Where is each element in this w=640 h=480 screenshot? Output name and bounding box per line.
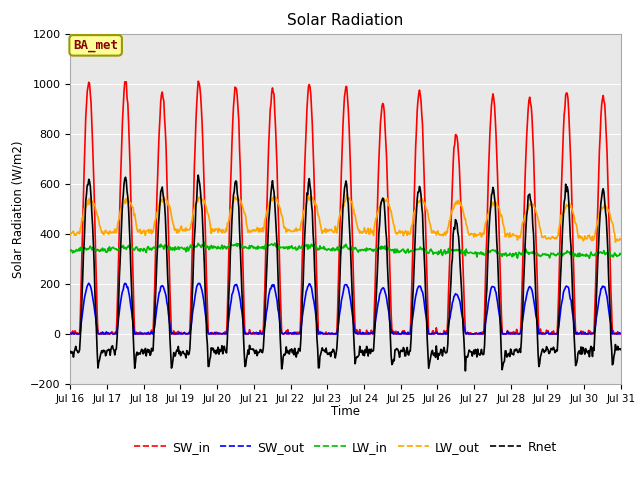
Line: LW_out: LW_out	[70, 194, 621, 242]
LW_out	[612, 239, 620, 245]
SW_out	[191, 298, 198, 303]
Rnet	[189, 278, 196, 284]
SW_out	[85, 280, 93, 286]
SW_out	[67, 331, 75, 337]
Y-axis label: Solar Radiation (W/m2): Solar Radiation (W/m2)	[12, 140, 24, 277]
Line: LW_in: LW_in	[70, 242, 621, 258]
LW_in	[200, 240, 208, 245]
Title: Solar Radiation: Solar Radiation	[287, 13, 404, 28]
LW_out	[77, 226, 84, 231]
X-axis label: Time: Time	[331, 405, 360, 418]
Rnet	[133, 349, 141, 355]
LW_out	[218, 230, 226, 236]
SW_out	[220, 330, 227, 336]
SW_out	[77, 321, 85, 327]
Rnet	[67, 348, 74, 354]
Rnet	[429, 352, 437, 358]
Line: SW_in: SW_in	[70, 81, 621, 334]
Line: Rnet: Rnet	[70, 175, 621, 371]
SW_in	[190, 191, 198, 197]
LW_in	[586, 255, 593, 261]
LW_out	[429, 228, 437, 234]
SW_in	[414, 98, 422, 104]
LW_in	[413, 246, 421, 252]
SW_in	[67, 330, 74, 336]
LW_out	[133, 226, 141, 232]
SW_in	[195, 78, 202, 84]
SW_in	[77, 285, 85, 290]
SW_in	[220, 330, 227, 336]
Line: SW_out: SW_out	[70, 283, 621, 334]
LW_out	[67, 232, 74, 238]
LW_in	[77, 244, 84, 250]
Rnet	[413, 196, 421, 202]
Rnet	[195, 172, 202, 178]
LW_out	[413, 202, 421, 208]
SW_in	[430, 331, 438, 337]
Rnet	[77, 334, 84, 340]
LW_in	[189, 244, 196, 250]
LW_in	[429, 252, 437, 257]
LW_out	[189, 212, 196, 217]
Rnet	[461, 368, 469, 374]
LW_out	[617, 237, 625, 242]
Legend: SW_in, SW_out, LW_in, LW_out, Rnet: SW_in, SW_out, LW_in, LW_out, Rnet	[129, 436, 562, 459]
SW_out	[617, 331, 625, 336]
LW_in	[219, 246, 227, 252]
LW_in	[617, 252, 625, 257]
Text: BA_met: BA_met	[73, 39, 118, 52]
SW_in	[134, 331, 141, 337]
SW_in	[617, 331, 625, 337]
LW_out	[343, 192, 351, 197]
SW_out	[67, 331, 74, 336]
Rnet	[617, 347, 625, 352]
Rnet	[219, 351, 227, 357]
SW_in	[67, 331, 75, 337]
SW_out	[414, 285, 422, 291]
LW_in	[67, 248, 74, 253]
LW_in	[133, 244, 141, 250]
SW_out	[134, 331, 142, 337]
SW_out	[430, 331, 438, 336]
